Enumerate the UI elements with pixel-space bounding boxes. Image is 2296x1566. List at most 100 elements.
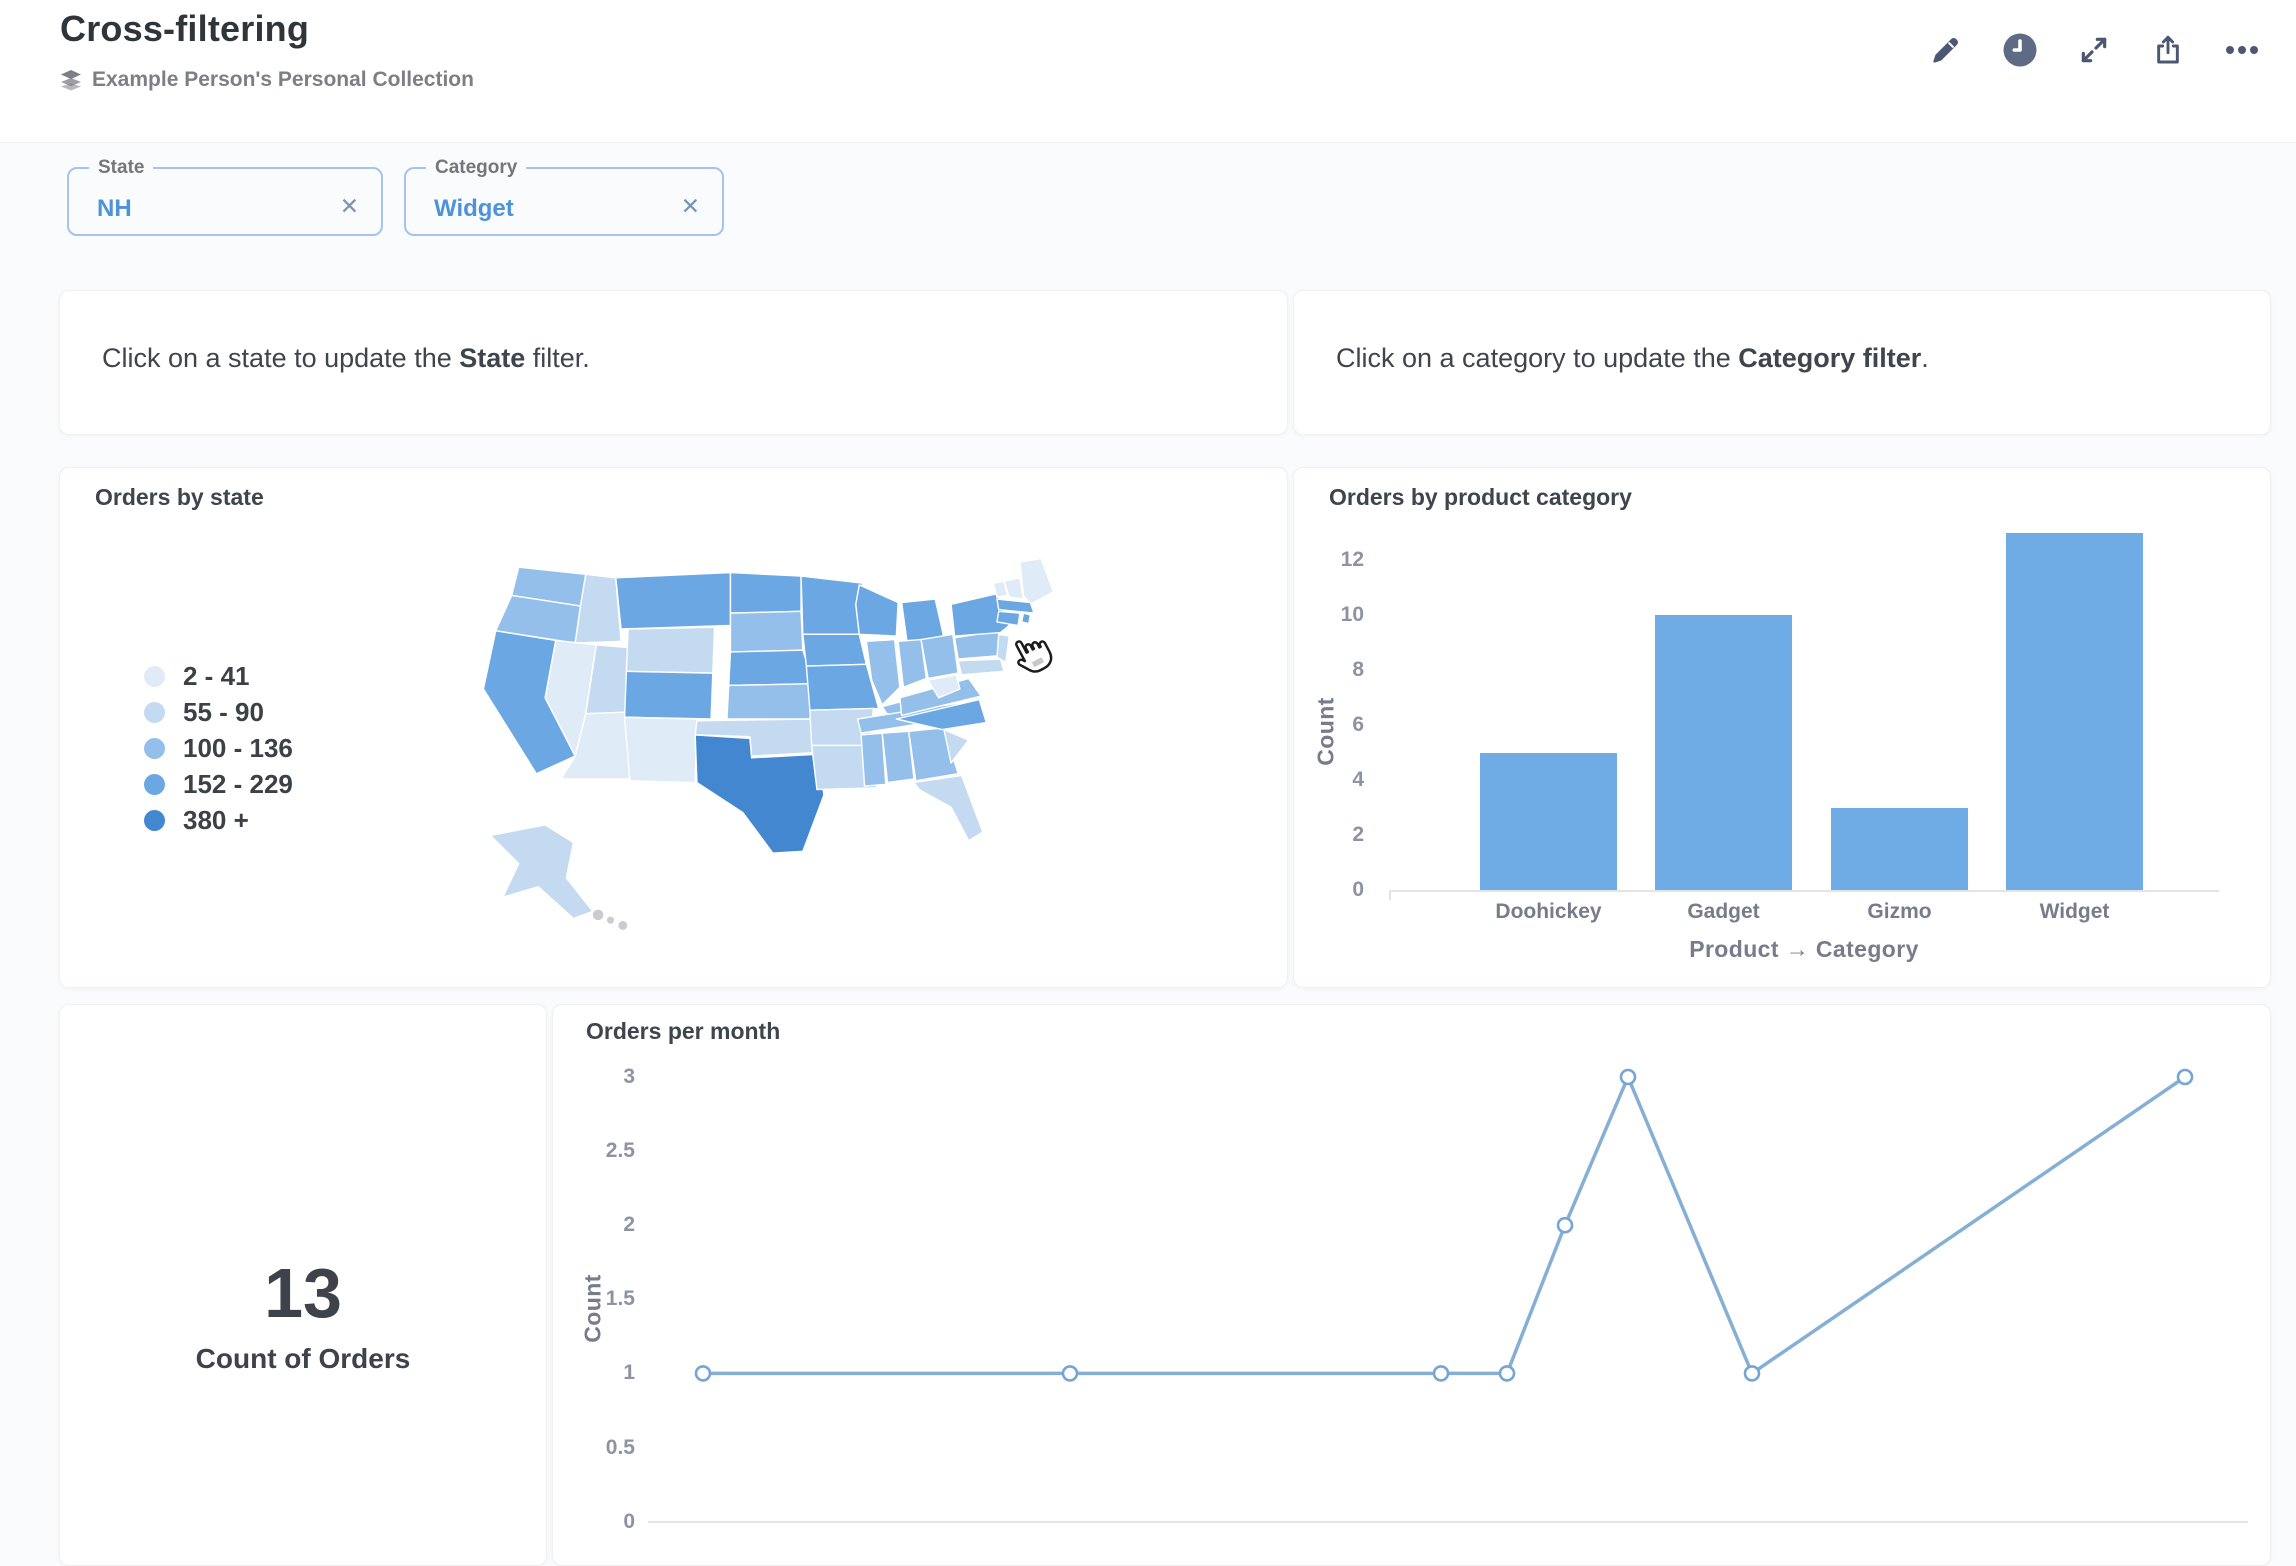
map-state-MN[interactable]	[800, 575, 864, 635]
line-y-tick-label: 0.5	[605, 1435, 635, 1459]
map-state-ND[interactable]	[729, 571, 802, 614]
bar-y-tick-label: 6	[1352, 713, 1364, 736]
bar-gizmo[interactable]	[1831, 807, 1968, 890]
legend-swatch	[144, 809, 165, 831]
bar-y-tick-label: 4	[1352, 768, 1364, 791]
legend-label: 152 - 229	[183, 768, 293, 799]
legend-swatch	[144, 665, 165, 687]
map-state-MA[interactable]	[996, 598, 1035, 614]
legend-item: 100 - 136	[144, 730, 293, 766]
line-point-3[interactable]	[1432, 1365, 1450, 1382]
line-point-8[interactable]	[2176, 1068, 2194, 1086]
legend-swatch	[144, 737, 165, 759]
map-state-MT[interactable]	[615, 571, 732, 630]
line-series-path	[703, 1075, 2186, 1376]
legend-swatch	[144, 701, 165, 723]
map-state-WY[interactable]	[625, 626, 716, 674]
clear-state-filter-icon[interactable]: ✕	[339, 193, 359, 219]
scalar-label: Count of Orders	[195, 1343, 411, 1374]
line-y-tick-label: 1.5	[605, 1287, 635, 1311]
map-state-CO[interactable]	[623, 670, 714, 720]
map-state-NJ[interactable]	[996, 633, 1010, 664]
map-state-LA[interactable]	[810, 744, 878, 791]
edit-pencil-button[interactable]	[1924, 28, 1968, 72]
line-point-2[interactable]	[1061, 1365, 1079, 1382]
map-state-NE[interactable]	[728, 649, 815, 687]
map-state-ME[interactable]	[1019, 557, 1055, 605]
bar-widget[interactable]	[2006, 532, 2143, 890]
map-state-HI[interactable]	[618, 921, 628, 930]
bar-doohickey[interactable]	[1480, 752, 1617, 890]
map-state-NH[interactable]	[1003, 577, 1025, 600]
legend-label: 100 - 136	[183, 732, 293, 763]
more-options-ellipsis-button[interactable]	[2220, 28, 2264, 72]
state-filter-label: State	[98, 157, 145, 178]
line-y-tick-label: 1	[623, 1361, 635, 1385]
line-chart[interactable]	[553, 1005, 2270, 1565]
line-point-1[interactable]	[694, 1365, 712, 1382]
dashboard-header: Cross-filtering Example Person's Persona…	[0, 0, 2296, 143]
map-state-WV[interactable]	[927, 674, 961, 699]
breadcrumb[interactable]: Example Person's Personal Collection	[60, 68, 474, 92]
map-state-ID[interactable]	[574, 573, 622, 644]
map-state-IA[interactable]	[802, 633, 868, 667]
bar-x-category-label: Gadget	[1687, 900, 1760, 923]
map-state-SD[interactable]	[729, 610, 804, 653]
fullscreen-expand-button[interactable]	[2072, 28, 2116, 72]
map-state-MI[interactable]	[900, 598, 945, 643]
share-button[interactable]	[2146, 28, 2190, 72]
map-state-SC[interactable]	[943, 728, 970, 764]
history-clock-button[interactable]	[1998, 28, 2042, 72]
map-state-NM[interactable]	[623, 716, 698, 784]
legend-item: 380 +	[144, 802, 293, 838]
bar-gadget[interactable]	[1655, 615, 1792, 890]
bar-x-category-label: Widget	[2039, 900, 2110, 923]
map-card-title: Orders by state	[95, 484, 264, 510]
state-filter-value: NH	[97, 195, 132, 222]
count-of-orders-card: 13 Count of Orders	[59, 1004, 547, 1566]
bar-y-tick-label: 10	[1340, 603, 1364, 626]
orders-by-state-card: Orders by state 2 - 41 55 - 90 100 - 136 15…	[59, 467, 1288, 988]
map-state-NY[interactable]	[950, 593, 1010, 637]
map-state-TX[interactable]	[694, 734, 825, 854]
legend-label: 2 - 41	[183, 660, 250, 691]
map-state-WI[interactable]	[855, 584, 899, 637]
line-point-5[interactable]	[1556, 1216, 1574, 1234]
legend-swatch	[144, 773, 165, 795]
legend-item: 152 - 229	[144, 766, 293, 802]
map-state-KS[interactable]	[726, 683, 816, 720]
map-state-MD[interactable]	[957, 658, 1005, 676]
line-y-tick-label: 3	[623, 1065, 635, 1088]
map-state-VT[interactable]	[992, 580, 1009, 598]
map-state-HI[interactable]	[606, 916, 614, 924]
category-filter-widget[interactable]: Category Widget ✕	[404, 158, 724, 236]
orders-by-product-category-card: Orders by product category Count Product…	[1293, 467, 2271, 988]
clear-category-filter-icon[interactable]: ✕	[680, 193, 700, 219]
line-point-6[interactable]	[1619, 1068, 1637, 1086]
map-state-AL[interactable]	[881, 730, 915, 784]
map-state-MO[interactable]	[805, 663, 880, 711]
collection-layers-icon	[60, 69, 82, 91]
line-point-4[interactable]	[1498, 1365, 1516, 1382]
map-state-RI[interactable]	[1020, 612, 1032, 625]
line-point-7[interactable]	[1743, 1365, 1761, 1382]
state-filter-widget[interactable]: State NH ✕	[67, 158, 383, 236]
orders-per-month-card: Orders per month 3 2.5 2 1.5 1 0.5 0 Count	[552, 1004, 2271, 1566]
map-state-FL[interactable]	[913, 774, 984, 842]
map-state-NC[interactable]	[895, 698, 988, 731]
map-state-HI[interactable]	[592, 909, 604, 921]
bar-x-axis-title: Product → Category	[1689, 936, 1919, 962]
line-x-axis-line	[648, 1521, 2248, 1523]
map-state-CT[interactable]	[996, 610, 1021, 627]
map-state-MS[interactable]	[860, 732, 887, 787]
text-card-category-text: Click on a category to update the Catego…	[1336, 343, 1929, 373]
category-filter-value: Widget	[434, 195, 514, 222]
map-state-OH[interactable]	[920, 633, 959, 680]
map-state-IN[interactable]	[897, 638, 928, 688]
map-state-AK[interactable]	[489, 824, 594, 920]
map-state-IL[interactable]	[865, 638, 901, 706]
legend-label: 55 - 90	[183, 696, 264, 727]
line-y-tick-label: 2	[623, 1213, 635, 1237]
us-choropleth-map[interactable]	[464, 548, 1064, 950]
bar-card-title: Orders by product category	[1329, 484, 1632, 510]
